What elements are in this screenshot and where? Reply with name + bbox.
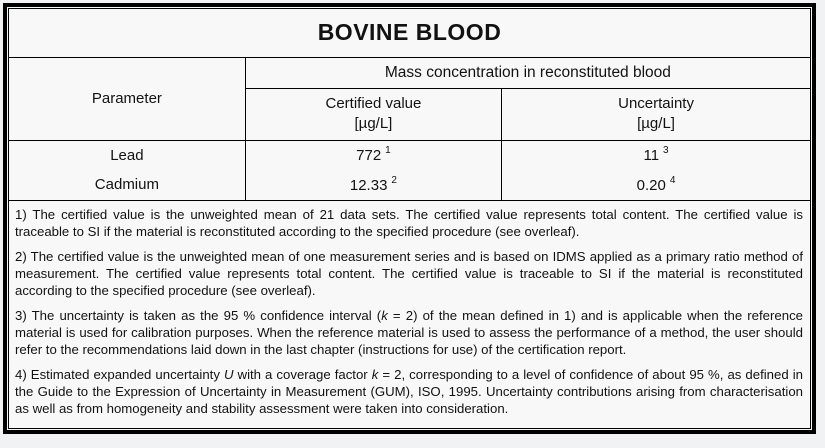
table-row-lead: Lead 772 1 11 3 [9,140,810,170]
uncertainty-cell: 11 3 [502,140,810,170]
parameter-cell: Cadmium [9,170,246,201]
certificate-frame-inner: BOVINE BLOOD Parameter Mass concentratio… [8,8,811,429]
table-row-cadmium: Cadmium 12.33 2 0.20 4 [9,170,810,201]
footnote-marker: 2 [391,174,397,186]
column-header-row: Certified value [µg/L] Uncertainty [µg/L… [9,88,810,141]
certified-value-header-unit: [µg/L] [354,115,393,132]
parameter-cell: Lead [9,140,246,170]
certified-value-cell: 772 1 [245,140,503,170]
uncertainty-header: Uncertainty [µg/L] [501,88,810,141]
certified-value: 772 [356,147,382,165]
group-header-row: Parameter Mass concentration in reconsti… [9,57,810,141]
footnote-3: 3) The uncertainty is taken as the 95 % … [15,307,803,357]
uncertainty-header-unit: [µg/L] [637,115,675,132]
footnote-marker: 4 [669,174,676,186]
parameter-column-header: Parameter [9,57,246,141]
uncertainty-value: 11 [643,147,660,165]
footnotes-section: 1) The certified value is the unweighted… [9,200,810,428]
certificate-frame: BOVINE BLOOD Parameter Mass concentratio… [3,3,816,434]
certified-value: 12.33 [349,176,388,194]
uncertainty-value: 0.20 [636,176,666,194]
footnotes-row: 1) The certified value is the unweighted… [9,200,810,428]
certificate-table: BOVINE BLOOD Parameter Mass concentratio… [9,9,810,428]
footnote-2: 2) The certified value is the unweighted… [15,248,803,298]
footnote-marker: 1 [385,145,391,157]
mass-concentration-header: Mass concentration in reconstituted bloo… [245,57,810,89]
certified-value-header: Certified value [µg/L] [245,88,503,141]
uncertainty-cell: 0.20 4 [501,170,810,201]
footnote-1: 1) The certified value is the unweighted… [15,206,803,239]
certificate-title: BOVINE BLOOD [9,9,810,58]
footnote-4: 4) Estimated expanded uncertainty U with… [15,366,803,416]
title-row: BOVINE BLOOD [9,9,810,58]
certified-value-header-label: Certified value [325,95,422,112]
uncertainty-header-label: Uncertainty [618,95,694,112]
certified-value-cell: 12.33 2 [245,170,503,201]
footnote-marker: 3 [663,145,669,157]
